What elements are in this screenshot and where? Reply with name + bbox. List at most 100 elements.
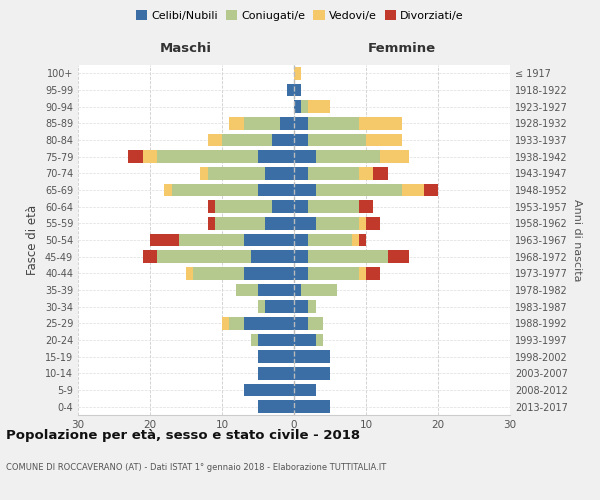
Bar	[258, 150, 294, 163]
Bar	[251, 250, 294, 263]
Bar	[294, 100, 301, 113]
Bar	[308, 117, 359, 130]
Bar	[294, 167, 308, 179]
Bar	[272, 200, 294, 213]
Bar	[208, 200, 215, 213]
Bar	[294, 367, 330, 380]
Bar	[308, 200, 359, 213]
Bar	[301, 284, 337, 296]
Bar	[308, 317, 323, 330]
Bar	[258, 350, 294, 363]
Bar	[215, 217, 265, 230]
Bar	[294, 400, 330, 413]
Bar	[164, 184, 172, 196]
Bar	[265, 167, 294, 179]
Bar	[308, 167, 359, 179]
Bar	[258, 300, 265, 313]
Bar	[366, 134, 402, 146]
Bar	[294, 217, 316, 230]
Bar	[294, 184, 316, 196]
Bar	[229, 317, 244, 330]
Bar	[294, 117, 308, 130]
Bar	[150, 234, 179, 246]
Bar	[294, 84, 301, 96]
Bar	[388, 250, 409, 263]
Bar	[308, 100, 330, 113]
Text: Femmine: Femmine	[368, 42, 436, 55]
Bar	[308, 134, 366, 146]
Bar	[258, 284, 294, 296]
Bar	[294, 150, 316, 163]
Bar	[359, 217, 366, 230]
Bar	[294, 300, 308, 313]
Bar	[193, 267, 244, 280]
Bar	[272, 134, 294, 146]
Bar	[359, 200, 373, 213]
Bar	[179, 234, 244, 246]
Text: Popolazione per età, sesso e stato civile - 2018: Popolazione per età, sesso e stato civil…	[6, 430, 360, 442]
Legend: Celibi/Nubili, Coniugati/e, Vedovi/e, Divorziati/e: Celibi/Nubili, Coniugati/e, Vedovi/e, Di…	[134, 8, 466, 23]
Bar	[366, 267, 380, 280]
Bar	[157, 150, 258, 163]
Bar	[157, 250, 251, 263]
Bar	[244, 117, 280, 130]
Bar	[143, 150, 157, 163]
Bar	[258, 400, 294, 413]
Bar	[424, 184, 438, 196]
Bar	[402, 184, 424, 196]
Bar	[316, 150, 380, 163]
Bar	[143, 250, 157, 263]
Bar	[208, 217, 215, 230]
Bar	[229, 117, 244, 130]
Bar	[294, 350, 330, 363]
Bar	[186, 267, 193, 280]
Bar	[258, 184, 294, 196]
Bar	[294, 334, 316, 346]
Bar	[258, 367, 294, 380]
Bar	[380, 150, 409, 163]
Bar	[244, 267, 294, 280]
Bar	[366, 217, 380, 230]
Bar	[316, 217, 359, 230]
Bar	[258, 334, 294, 346]
Bar	[244, 317, 294, 330]
Text: COMUNE DI ROCCAVERANO (AT) - Dati ISTAT 1° gennaio 2018 - Elaborazione TUTTITALI: COMUNE DI ROCCAVERANO (AT) - Dati ISTAT …	[6, 464, 386, 472]
Bar	[128, 150, 143, 163]
Bar	[316, 334, 323, 346]
Bar	[265, 300, 294, 313]
Bar	[280, 117, 294, 130]
Bar	[294, 250, 308, 263]
Y-axis label: Fasce di età: Fasce di età	[26, 205, 39, 275]
Bar	[172, 184, 258, 196]
Bar	[294, 267, 308, 280]
Bar	[359, 167, 373, 179]
Bar	[208, 134, 222, 146]
Bar	[308, 267, 359, 280]
Bar	[244, 234, 294, 246]
Bar	[308, 250, 388, 263]
Bar	[352, 234, 359, 246]
Bar	[287, 84, 294, 96]
Text: Maschi: Maschi	[160, 42, 212, 55]
Bar	[308, 300, 316, 313]
Bar	[244, 384, 294, 396]
Bar	[215, 200, 272, 213]
Bar	[222, 134, 272, 146]
Bar	[373, 167, 388, 179]
Bar	[294, 134, 308, 146]
Bar	[301, 100, 308, 113]
Bar	[294, 284, 301, 296]
Bar	[294, 67, 301, 80]
Bar	[359, 234, 366, 246]
Bar	[236, 284, 258, 296]
Y-axis label: Anni di nascita: Anni di nascita	[572, 198, 581, 281]
Bar	[208, 167, 265, 179]
Bar	[222, 317, 229, 330]
Bar	[359, 117, 402, 130]
Bar	[294, 234, 308, 246]
Bar	[251, 334, 258, 346]
Bar	[359, 267, 366, 280]
Bar	[294, 384, 316, 396]
Bar	[294, 200, 308, 213]
Bar	[308, 234, 352, 246]
